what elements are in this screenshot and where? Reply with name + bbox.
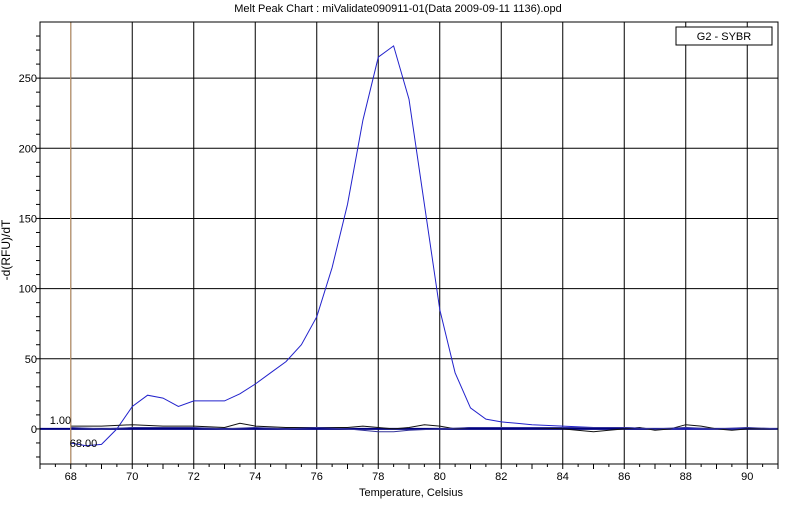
cursor-x-readout: 68.00	[70, 438, 98, 450]
x-tick-label: 82	[495, 471, 507, 483]
cursor-y-readout: 1.00	[50, 415, 71, 427]
series-layer	[40, 45, 779, 447]
y-tick-label: 150	[19, 213, 37, 225]
x-tick-label: 76	[311, 471, 323, 483]
tick-labels: 68 70 72 74 76 78 80 82 84 86 88 90 0 50 100 150 200 250	[19, 35, 779, 483]
x-tick-label: 90	[741, 471, 753, 483]
y-tick-label: 50	[25, 354, 37, 366]
x-tick-label: 78	[372, 471, 384, 483]
x-tick-label: 70	[126, 471, 138, 483]
x-axis-label: Temperature, Celsius	[359, 487, 463, 499]
plot-frame	[39, 21, 779, 465]
series-line-1	[70, 45, 778, 447]
x-tick-label: 68	[65, 471, 77, 483]
cursor-layer[interactable]: 1.00 68.00	[50, 22, 98, 464]
y-tick-label: 0	[31, 424, 37, 436]
x-tick-label: 74	[249, 471, 261, 483]
y-tick-label: 200	[19, 143, 37, 155]
x-tick-label: 84	[557, 471, 569, 483]
x-tick-label: 86	[618, 471, 630, 483]
y-tick-label: 250	[19, 73, 37, 85]
grid-layer	[40, 22, 778, 464]
legend-box	[675, 26, 773, 46]
x-tick-label: 80	[434, 471, 446, 483]
x-tick-label: 72	[188, 471, 200, 483]
x-tick-label: 88	[680, 471, 692, 483]
series-line-3	[70, 426, 779, 433]
y-tick-label: 100	[19, 284, 37, 296]
chart-title: Melt Peak Chart : miValidate090911-01(Da…	[234, 3, 562, 15]
legend[interactable]: G2 - SYBR	[675, 26, 773, 46]
y-axis-label: -d(RFU)/dT	[0, 219, 13, 280]
series-line-2	[70, 422, 778, 433]
legend-entry-g2-sybr[interactable]: G2 - SYBR	[697, 31, 751, 43]
